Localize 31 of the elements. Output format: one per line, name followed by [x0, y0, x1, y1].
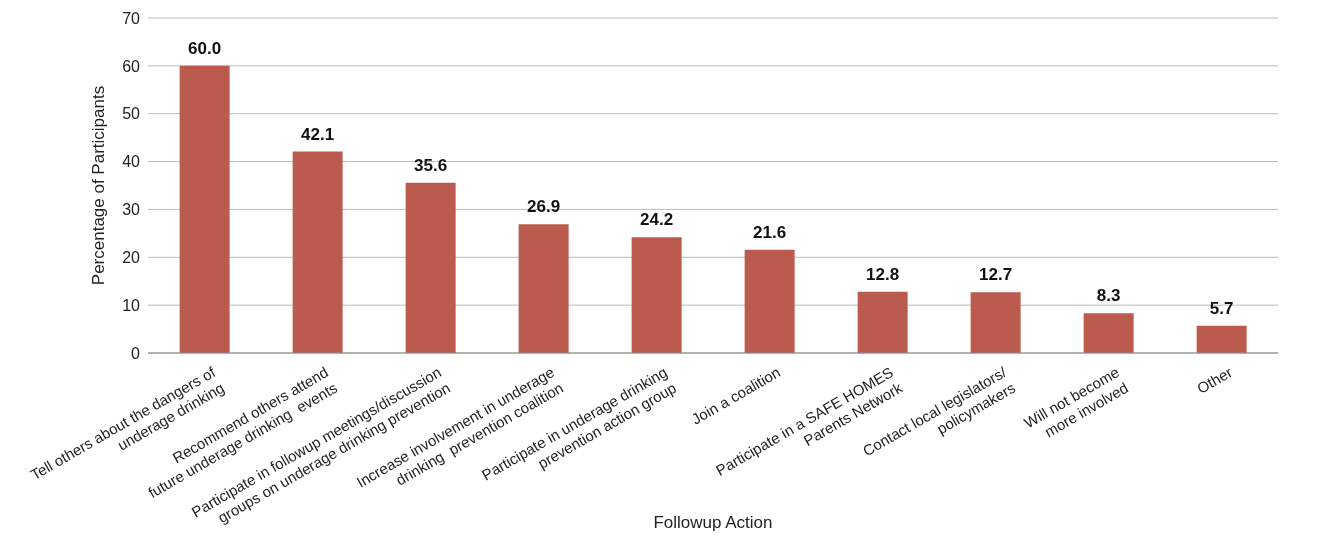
data-label: 12.7: [979, 265, 1013, 285]
x-tick-label: Other: [1194, 363, 1235, 397]
bar: [405, 182, 456, 353]
data-label: 21.6: [753, 222, 787, 242]
y-tick-label: 60: [122, 57, 141, 75]
data-label: 12.8: [866, 264, 900, 284]
y-tick-label: 70: [122, 9, 141, 27]
data-label: 8.3: [1096, 286, 1121, 306]
bar: [631, 237, 682, 353]
data-label: 24.2: [640, 210, 674, 230]
bar: [518, 224, 569, 353]
y-tick-label: 0: [131, 344, 141, 362]
data-label: 26.9: [527, 197, 561, 217]
y-tick-label: 40: [122, 153, 141, 171]
bar: [179, 65, 230, 353]
bar: [1196, 325, 1247, 353]
y-axis-title: Percentage of Participants: [89, 85, 109, 286]
bar: [857, 291, 908, 353]
bar: [744, 249, 795, 353]
y-tick-label: 50: [122, 105, 141, 123]
bar: [292, 151, 343, 353]
y-tick-label: 20: [122, 248, 141, 266]
data-label: 5.7: [1209, 298, 1234, 318]
data-label: 60.0: [188, 38, 222, 58]
bar: [1083, 313, 1134, 353]
y-tick-label: 30: [122, 201, 141, 219]
data-label: 35.6: [414, 155, 448, 175]
data-label: 42.1: [301, 124, 335, 144]
x-axis-title: Followup Action: [653, 513, 773, 532]
y-tick-label: 10: [122, 296, 141, 314]
bar: [970, 292, 1021, 353]
